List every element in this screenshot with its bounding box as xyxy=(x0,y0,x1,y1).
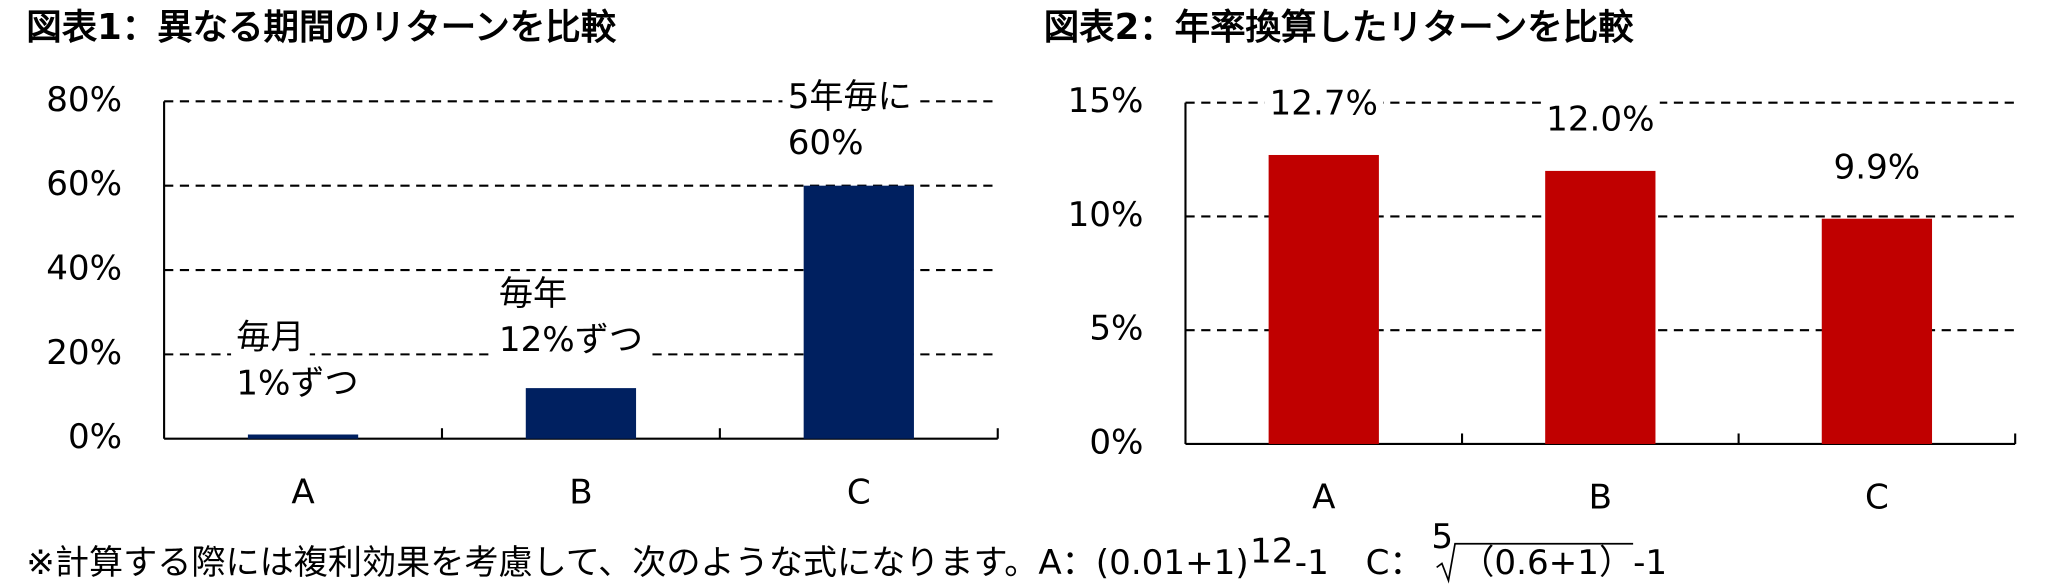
chart-title: 図表1：異なる期間のリターンを比較 xyxy=(26,7,616,48)
y-tick-label: 5% xyxy=(1089,309,1143,349)
formula-c-tail: -1 xyxy=(1633,543,1667,583)
bar xyxy=(525,388,637,439)
annotation-bg xyxy=(493,317,649,363)
bar xyxy=(247,434,359,439)
annotation: 12%ずつ xyxy=(499,320,643,360)
annotation-bg xyxy=(493,271,573,317)
annotation-bg xyxy=(782,74,918,120)
footnote-text: ※計算する際には複利効果を考慮して、次のような式になります。A： xyxy=(26,543,1096,583)
annotation: 毎年 xyxy=(499,274,567,314)
bar xyxy=(1268,154,1379,444)
x-tick-label: B xyxy=(1589,478,1612,518)
footnote: ※計算する際には複利効果を考慮して、次のような式になります。A： (0.01+1)… xyxy=(26,517,1667,584)
y-tick-label: 20% xyxy=(46,333,122,373)
value-label: 9.9% xyxy=(1834,147,1921,187)
annotation: 毎月 xyxy=(236,317,304,357)
annotation-bg xyxy=(231,314,310,361)
value-label: 12.7% xyxy=(1270,84,1378,124)
x-tick-label: B xyxy=(569,472,592,512)
y-tick-label: 0% xyxy=(1089,422,1143,462)
y-tick-label: 10% xyxy=(1068,195,1144,235)
chart-title: 図表2：年率換算したリターンを比較 xyxy=(1044,7,1634,48)
x-tick-label: C xyxy=(1865,478,1889,518)
annotation: 5年毎に xyxy=(788,77,912,117)
formula-a: (0.01+1) xyxy=(1096,543,1249,583)
y-tick-label: 60% xyxy=(46,164,122,204)
value-label: 12.0% xyxy=(1546,100,1654,140)
bar xyxy=(1821,218,1933,444)
formula-c-label: C： xyxy=(1366,543,1424,583)
root-sign xyxy=(1436,542,1634,584)
formula-c-radicand: （0.6+1） xyxy=(1460,543,1633,583)
y-tick-label: 40% xyxy=(46,249,122,289)
x-tick-label: C xyxy=(847,472,871,512)
y-tick-label: 80% xyxy=(46,80,122,120)
annotation-bg xyxy=(231,360,364,407)
annotation-bg xyxy=(782,120,869,166)
value-label-bg xyxy=(1264,80,1384,127)
value-label-bg xyxy=(1828,144,1926,190)
bar xyxy=(1545,170,1656,444)
root-index: 5 xyxy=(1431,517,1453,557)
x-tick-label: A xyxy=(1312,478,1336,518)
formula-a-tail: -1 xyxy=(1295,543,1329,583)
annotation: 1%ずつ xyxy=(236,363,358,403)
annotation: 60% xyxy=(788,123,864,163)
bar xyxy=(803,185,914,439)
formula-a-exponent: 12 xyxy=(1250,531,1293,571)
y-tick-label: 15% xyxy=(1068,81,1144,121)
y-tick-label: 0% xyxy=(68,417,122,457)
x-tick-label: A xyxy=(291,472,315,512)
value-label-bg xyxy=(1540,96,1660,143)
